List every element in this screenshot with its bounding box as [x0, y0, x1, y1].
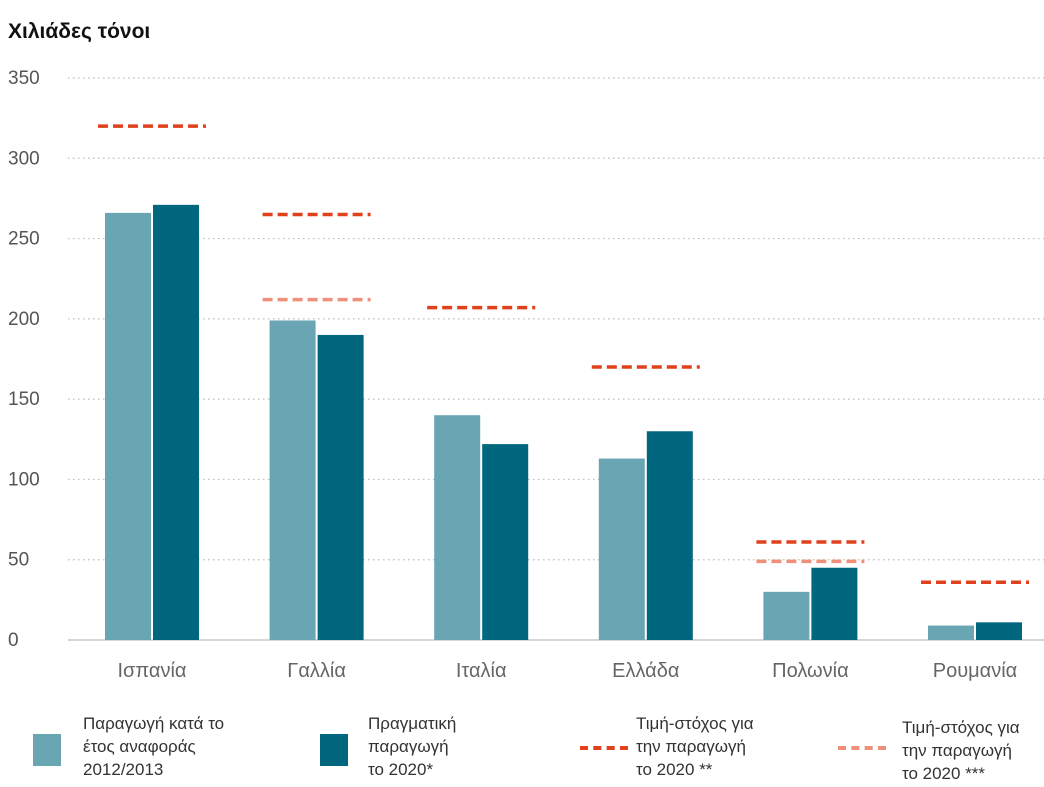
x-tick-label: Πολωνία: [772, 660, 849, 682]
x-tick-label: Ιταλία: [456, 660, 507, 682]
x-ticks: Ισπανία Γαλλία Ιταλία Ελλάδα Πολωνία Ρουμανία: [118, 660, 1018, 682]
x-tick-label: Ελλάδα: [612, 660, 679, 682]
bar-actual: [976, 622, 1022, 640]
x-tick-label: Ρουμανία: [933, 660, 1018, 682]
legend-label-target-2: Τιμή-στόχος για την παραγωγή το 2020 ***: [902, 718, 1020, 783]
y-tick-label: 350: [8, 68, 40, 89]
bar-reference: [598, 458, 645, 640]
y-tick-label: 150: [8, 389, 40, 410]
x-tick-label: Ισπανία: [118, 660, 187, 682]
legend-dash-target-2: [838, 746, 886, 750]
y-tick-label: 300: [8, 148, 40, 169]
bars: [105, 204, 1022, 640]
bar-actual: [482, 444, 529, 640]
y-tick-label: 200: [8, 309, 40, 330]
y-tick-label: 100: [8, 469, 40, 490]
bar-actual: [153, 204, 199, 640]
y-axis-title: Χιλιάδες τόνοι: [8, 20, 150, 43]
legend-label-target: Τιμή-στόχος για την παραγωγή το 2020 **: [636, 714, 754, 779]
legend-swatch-actual: [320, 734, 348, 766]
bar-reference: [928, 625, 974, 640]
y-tick-label: 250: [8, 229, 40, 250]
grid: [68, 77, 1044, 641]
y-ticks: 0 50 100 150 200 250 300 350: [8, 68, 40, 651]
legend-swatch-reference: [33, 734, 61, 766]
bar-actual: [811, 567, 858, 640]
y-tick-label: 0: [8, 630, 19, 651]
y-tick-label: 50: [8, 550, 29, 571]
bar-actual: [317, 334, 364, 640]
bar-reference: [105, 212, 151, 640]
legend-label-reference: Παραγωγή κατά το έτος αναφοράς 2012/2013: [83, 714, 225, 779]
bar-reference: [269, 320, 316, 640]
legend-dash-target: [580, 746, 628, 750]
legend-label-actual: Πραγματική παραγωγή το 2020*: [368, 714, 457, 779]
bar-actual: [646, 431, 693, 640]
x-tick-label: Γαλλία: [287, 660, 346, 682]
target-lines: [98, 124, 1029, 584]
bar-reference: [763, 591, 810, 640]
bar-reference: [434, 415, 481, 640]
